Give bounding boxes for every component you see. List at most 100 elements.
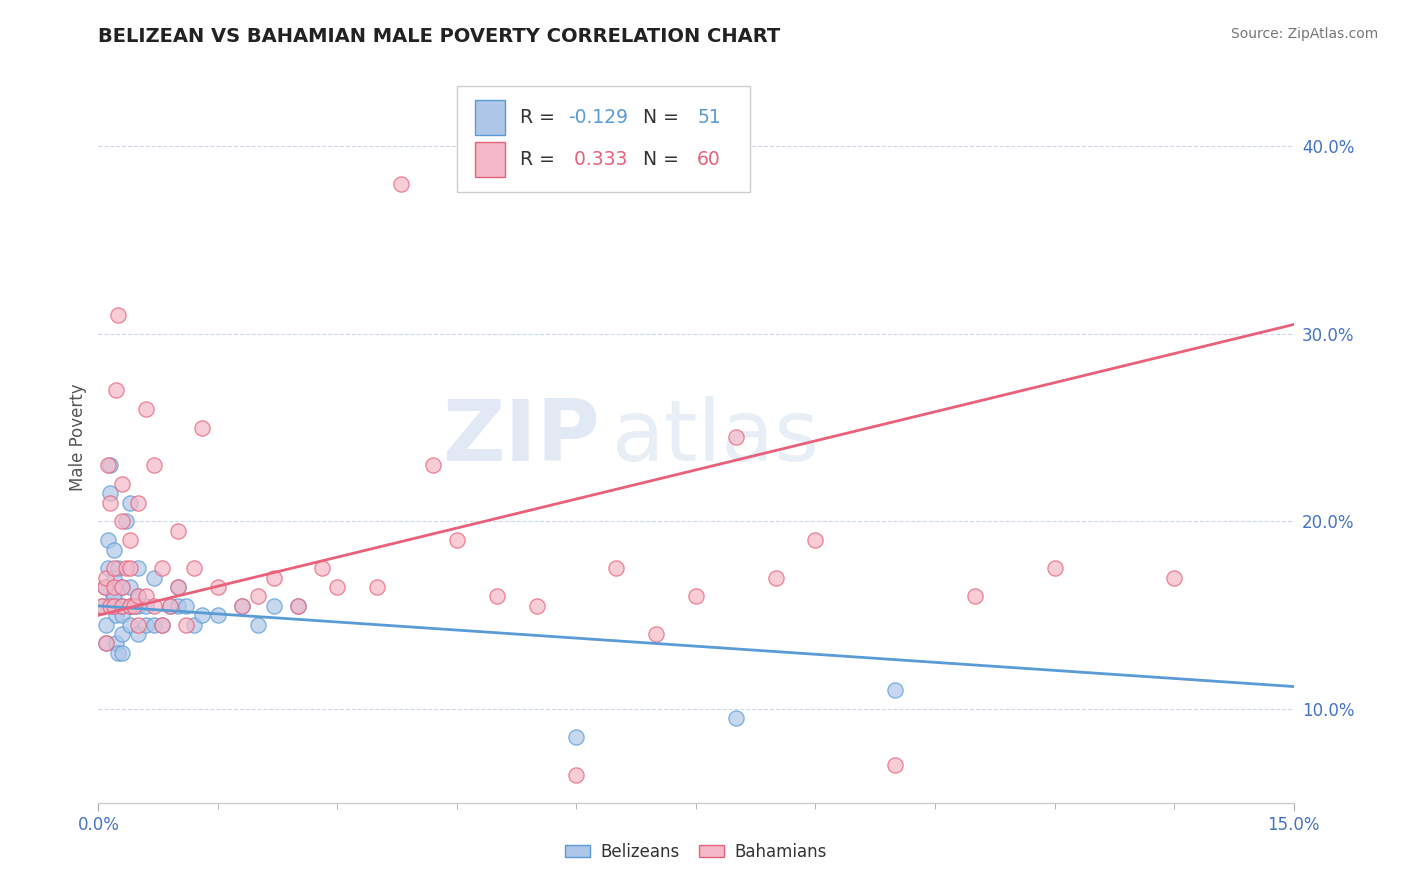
- Text: -0.129: -0.129: [568, 108, 628, 127]
- Point: [167, 524, 190, 538]
- Point: [143, 617, 166, 632]
- Point: [526, 599, 548, 613]
- Point: [120, 599, 142, 613]
- Point: [143, 571, 166, 585]
- Point: [120, 496, 142, 510]
- Point: [98, 458, 122, 473]
- Point: [645, 627, 668, 641]
- Point: [422, 458, 444, 473]
- Point: [115, 561, 138, 575]
- Point: [174, 617, 197, 632]
- Point: [124, 599, 146, 613]
- Text: R =: R =: [520, 108, 561, 127]
- Point: [111, 580, 134, 594]
- Point: [98, 599, 122, 613]
- Point: [135, 599, 157, 613]
- Point: [135, 590, 157, 604]
- Point: [107, 308, 129, 322]
- Point: [127, 590, 149, 604]
- Point: [135, 401, 157, 416]
- Text: BELIZEAN VS BAHAMIAN MALE POVERTY CORRELATION CHART: BELIZEAN VS BAHAMIAN MALE POVERTY CORREL…: [98, 27, 780, 45]
- Point: [246, 617, 269, 632]
- Point: [311, 561, 333, 575]
- Point: [104, 636, 127, 650]
- FancyBboxPatch shape: [457, 86, 749, 192]
- Point: [685, 590, 707, 604]
- Text: Source: ZipAtlas.com: Source: ZipAtlas.com: [1230, 27, 1378, 41]
- Point: [103, 599, 125, 613]
- Bar: [475, 142, 505, 177]
- Point: [127, 617, 149, 632]
- Point: [97, 458, 120, 473]
- Point: [94, 580, 117, 594]
- Point: [565, 767, 588, 781]
- Point: [159, 599, 181, 613]
- Text: R =: R =: [520, 150, 561, 169]
- Point: [120, 617, 142, 632]
- Legend: Belizeans, Bahamians: Belizeans, Bahamians: [558, 837, 834, 868]
- Point: [127, 561, 149, 575]
- Point: [103, 590, 125, 604]
- Point: [263, 599, 285, 613]
- Point: [103, 580, 125, 594]
- Point: [97, 561, 120, 575]
- Point: [111, 608, 134, 623]
- Point: [111, 646, 134, 660]
- Point: [103, 561, 125, 575]
- Point: [1163, 571, 1185, 585]
- Text: 51: 51: [697, 108, 721, 127]
- Point: [246, 590, 269, 604]
- Point: [124, 599, 146, 613]
- Point: [91, 599, 114, 613]
- Point: [231, 599, 253, 613]
- Point: [107, 561, 129, 575]
- Point: [605, 561, 627, 575]
- Text: atlas: atlas: [613, 395, 820, 479]
- Point: [101, 590, 124, 604]
- Point: [167, 599, 190, 613]
- Point: [96, 636, 118, 650]
- Point: [183, 561, 205, 575]
- Point: [111, 599, 134, 613]
- Point: [167, 580, 190, 594]
- Point: [1043, 561, 1066, 575]
- Point: [167, 580, 190, 594]
- Point: [150, 617, 173, 632]
- Point: [96, 617, 118, 632]
- Point: [120, 561, 142, 575]
- Point: [127, 599, 149, 613]
- Point: [389, 177, 412, 191]
- Point: [127, 627, 149, 641]
- Point: [98, 486, 122, 500]
- Point: [97, 533, 120, 548]
- Point: [485, 590, 508, 604]
- Point: [94, 580, 117, 594]
- Text: ZIP: ZIP: [443, 395, 600, 479]
- Point: [804, 533, 827, 548]
- Point: [150, 617, 173, 632]
- Point: [120, 533, 142, 548]
- Point: [287, 599, 309, 613]
- Point: [98, 496, 122, 510]
- Point: [104, 383, 127, 397]
- Point: [127, 590, 149, 604]
- Point: [111, 515, 134, 529]
- Point: [724, 711, 747, 725]
- Point: [115, 515, 138, 529]
- Point: [143, 599, 166, 613]
- Point: [111, 580, 134, 594]
- Point: [103, 542, 125, 557]
- Text: 60: 60: [697, 150, 721, 169]
- Point: [143, 458, 166, 473]
- Point: [150, 561, 173, 575]
- Point: [263, 571, 285, 585]
- Point: [135, 617, 157, 632]
- Point: [174, 599, 197, 613]
- Point: [765, 571, 787, 585]
- Point: [446, 533, 468, 548]
- Point: [111, 599, 134, 613]
- Point: [91, 599, 114, 613]
- Point: [963, 590, 986, 604]
- Bar: [475, 100, 505, 135]
- Point: [287, 599, 309, 613]
